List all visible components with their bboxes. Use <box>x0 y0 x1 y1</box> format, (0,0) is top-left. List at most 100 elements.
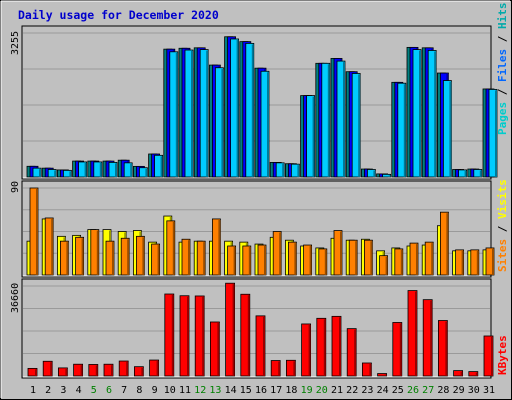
kbytes-bar-shade <box>141 367 144 376</box>
kbytes-legend: KBytes <box>496 335 509 375</box>
sites-bar-shade <box>400 249 403 275</box>
sites-bar-shade <box>157 245 160 275</box>
kbytes-bar-shade <box>430 300 433 376</box>
x-tick-label: 5 <box>91 385 97 396</box>
sites-bar-shade <box>309 246 312 275</box>
x-tick-label: 20 <box>316 385 328 396</box>
kbytes-bar-shade <box>399 323 402 376</box>
kbytes-bar-shade <box>308 324 311 376</box>
legend-sep: / <box>496 219 509 239</box>
kbytes-bar-shade <box>354 329 357 376</box>
pages-bar-shade <box>267 72 269 177</box>
legend-hits: Hits <box>496 3 509 30</box>
x-tick-label: 10 <box>164 385 176 396</box>
legend-sites: Sites <box>496 239 509 272</box>
pages-bar-shade <box>99 162 102 177</box>
sites-bar-shade <box>461 250 464 275</box>
sites-bar-shade <box>248 247 251 275</box>
pages-bar-shade <box>130 163 133 177</box>
x-tick-label: 18 <box>285 385 297 396</box>
kbytes-bar-shade <box>475 372 478 376</box>
pages-bar-shade <box>282 163 285 177</box>
x-tick-label: 8 <box>136 385 142 396</box>
pages-bar-shade <box>54 170 57 177</box>
sites-bar-shade <box>142 237 145 275</box>
sites-bar-shade <box>112 242 114 275</box>
x-tick-label: 2 <box>45 385 51 396</box>
pages-bar-shade <box>251 44 254 177</box>
sites-bar-shade <box>203 242 206 275</box>
sites-bar-shade <box>370 241 373 275</box>
x-axis-labels: 1 2 3 4 5 6 7 8 9 10 11 12 13 14 15 16 17 18 19 20 21 22 23 24 2… <box>30 385 495 396</box>
kbytes-bar-shade <box>171 295 174 376</box>
pages-bar-shade <box>175 52 178 177</box>
kbytes-bar-shade <box>293 361 296 376</box>
sites-bar-shade <box>66 242 69 275</box>
sites-bar-shade <box>127 239 130 275</box>
legend-visits: Visits <box>496 179 509 219</box>
kbytes-bar-shade <box>187 296 189 376</box>
sites-bar-shade <box>96 230 99 275</box>
legend-sep: / <box>496 82 509 102</box>
x-tick-label: 1 <box>30 385 36 396</box>
x-tick-label: 9 <box>152 385 158 396</box>
x-tick-label: 24 <box>377 385 389 396</box>
sites-bar-shade <box>51 218 54 275</box>
x-tick-label: 3 <box>60 385 66 396</box>
kbytes-bar-shade <box>339 317 341 376</box>
sites-bar-shade <box>492 248 494 275</box>
kbytes-bar-shade <box>126 362 129 376</box>
x-tick-label: 4 <box>76 385 82 396</box>
pages-bar-shade <box>434 51 437 177</box>
kbytes-bar-shade <box>278 361 281 376</box>
kbytes-bar-shade <box>50 362 53 376</box>
pages-bar-shade <box>115 163 117 177</box>
pages-bar-shade <box>449 81 452 177</box>
x-tick-label: 17 <box>270 385 282 396</box>
x-tick-label: 13 <box>209 385 221 396</box>
x-tick-label: 19 <box>301 385 313 396</box>
pages-bar-shade <box>236 39 239 177</box>
sites-bar-shade <box>81 238 84 275</box>
x-tick-label: 14 <box>225 385 237 396</box>
sites-bar-shade <box>431 243 434 275</box>
pages-bar-shade <box>206 50 209 178</box>
kbytes-bar-shade <box>232 284 235 376</box>
pages-bar-shade <box>69 171 72 177</box>
sites-bar-shade <box>36 189 38 275</box>
pages-bar-shade <box>464 170 467 177</box>
kbytes-bar-shade <box>491 336 493 376</box>
pages-bar-shade <box>84 162 87 177</box>
sites-bar-shade <box>233 247 236 275</box>
legend-sep: / <box>496 29 509 49</box>
pages-bar-shade <box>358 74 361 177</box>
pages-bar-shade <box>327 64 330 177</box>
visits-legend: Sites / Visits <box>496 179 509 272</box>
kbytes-bar-shade <box>202 296 205 376</box>
kbytes-bar-shade <box>65 368 68 376</box>
x-tick-label: 22 <box>346 385 358 396</box>
sites-bar-shade <box>264 246 266 275</box>
x-tick-label: 29 <box>453 385 465 396</box>
sites-bar-shade <box>294 243 297 275</box>
pages-bar-shade <box>388 175 391 177</box>
kbytes-bar-shade <box>80 365 83 376</box>
kbytes-bar-shade <box>95 365 98 376</box>
kbytes-bar-shade <box>247 295 250 376</box>
pages-bar-shade <box>373 170 376 177</box>
x-tick-label: 23 <box>361 385 373 396</box>
kbytes-bar-shade <box>217 322 220 376</box>
x-tick-label: 15 <box>240 385 252 396</box>
kbytes-bar-shade <box>460 371 463 376</box>
hits-legend: Pages / Files / Hits <box>496 3 509 136</box>
x-tick-label: 26 <box>407 385 419 396</box>
pages-bar-shade <box>221 68 224 177</box>
x-tick-label: 11 <box>179 385 191 396</box>
kbytes-bar-shade <box>415 291 417 376</box>
kbytes-ymax-label: 36660 <box>10 283 21 313</box>
sites-bar-shade <box>340 231 342 275</box>
legend-kbytes: KBytes <box>496 335 509 375</box>
pages-bar-shade <box>191 51 193 177</box>
kbytes-bar-shade <box>384 374 387 376</box>
